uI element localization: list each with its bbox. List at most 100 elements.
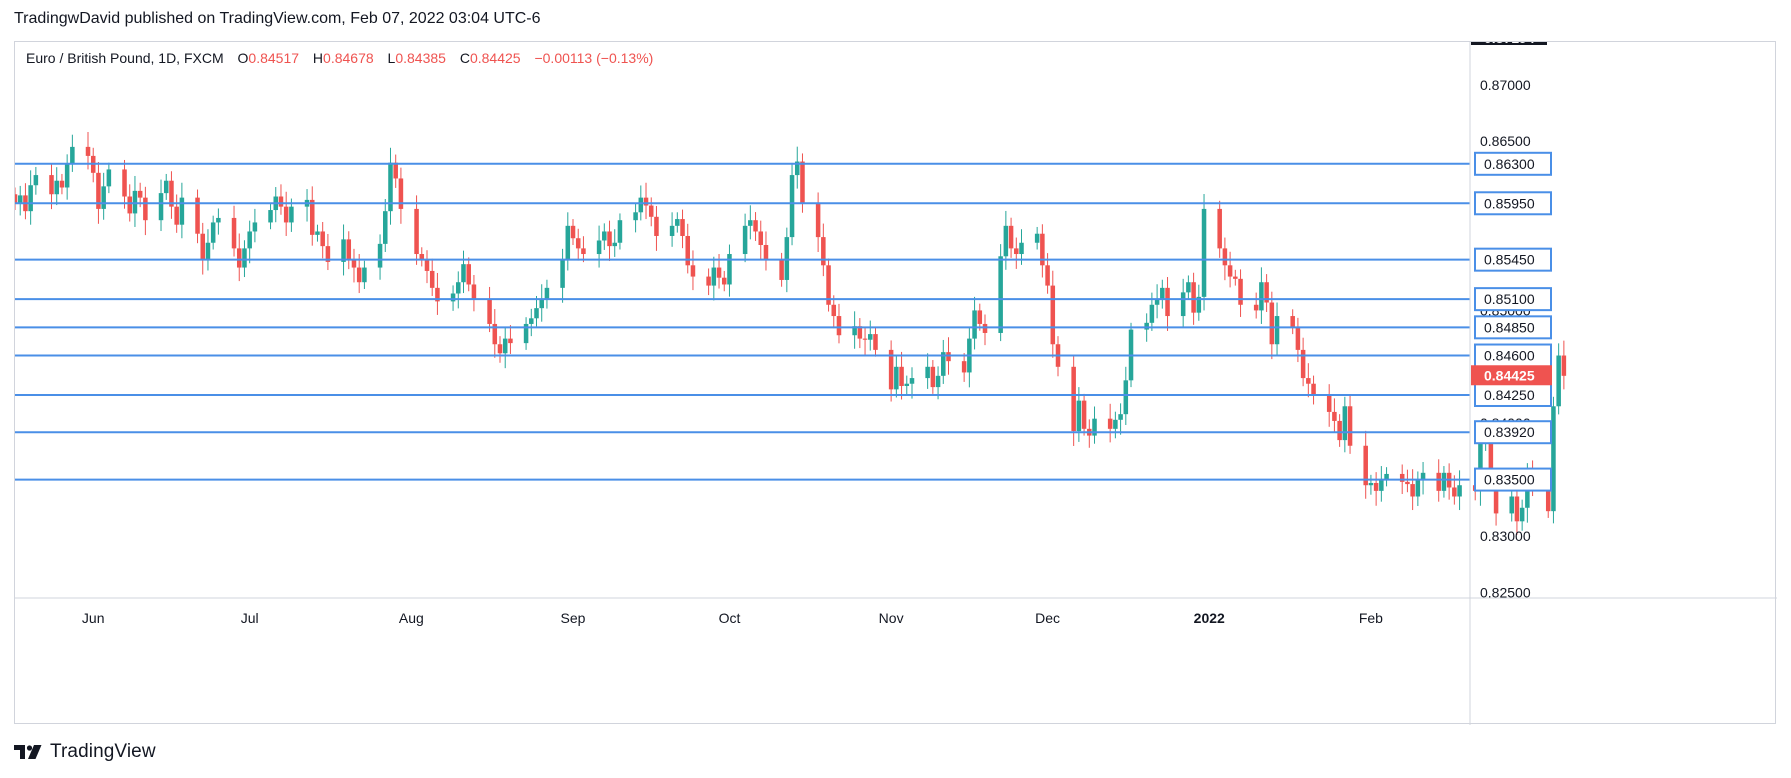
candle [1253, 292, 1259, 319]
candle [278, 184, 284, 215]
level-price-tag-label: 0.85100 [1484, 291, 1535, 307]
candle-body [1347, 406, 1353, 446]
time-axis-tick-label: 2022 [1194, 610, 1225, 626]
candle-body [972, 310, 977, 339]
candle-body [1222, 248, 1228, 266]
candle [1379, 466, 1384, 502]
candle [742, 213, 748, 263]
candle-body [1295, 327, 1301, 350]
time-axis-tick-label: Feb [1359, 610, 1383, 626]
candle-body [1045, 265, 1050, 286]
candle [1446, 463, 1452, 500]
candle-body [560, 259, 565, 288]
candle [487, 286, 492, 333]
candle [930, 360, 936, 394]
level-price-tag-box [1474, 287, 1552, 312]
time-axis-tick-label: Jun [82, 610, 105, 626]
candle [1332, 398, 1337, 432]
candle-body [1441, 472, 1447, 491]
candle-body [1003, 225, 1009, 257]
legend-close-value: 0.84425 [470, 50, 521, 66]
candle [1384, 467, 1389, 487]
candle-body [711, 267, 717, 286]
candle-body [341, 239, 346, 262]
candle-body [982, 323, 988, 333]
candle-body [1149, 304, 1155, 323]
candle-body [1452, 487, 1457, 497]
candle-body [283, 206, 289, 223]
price-tags-layer: 0.87194 0.86300 0.85950 0.85450 0.85100 0.848… [1471, 42, 1552, 492]
candle-body [1107, 418, 1113, 429]
candle-body [1227, 265, 1233, 277]
chart-panel[interactable]: 0.870000.865000.860000.855000.850000.845… [14, 41, 1777, 725]
candle-body [789, 175, 795, 238]
candle [210, 215, 216, 250]
candle-body [492, 323, 498, 345]
candle [1300, 337, 1306, 387]
candle-body [393, 162, 398, 179]
candle-body [529, 318, 534, 324]
candle-body [388, 162, 393, 212]
candle-body [132, 190, 138, 214]
candle-body [1040, 233, 1045, 266]
candle [54, 167, 59, 206]
tradingview-logo[interactable]: TradingView [14, 740, 156, 764]
top-price-tag-label: 0.87194 [1484, 42, 1535, 46]
current-price-tag-label: 0.84425 [1484, 367, 1535, 383]
candle-body [961, 361, 967, 373]
candle [388, 147, 393, 225]
candle-body [1405, 481, 1410, 485]
level-price-tag-label: 0.83920 [1484, 424, 1535, 440]
candle-body [471, 284, 477, 300]
candle [1227, 251, 1233, 288]
candle [70, 134, 75, 172]
candle [982, 314, 988, 346]
candle [1233, 269, 1238, 286]
candle-body [1217, 208, 1222, 249]
candle [195, 189, 200, 244]
current-price-tag: 0.84425 [1471, 365, 1552, 386]
candle [242, 240, 247, 278]
candle [1415, 471, 1421, 506]
candle-body [1253, 304, 1259, 311]
candles-layer [15, 131, 1567, 535]
candle [309, 186, 315, 246]
candle-body [1165, 287, 1170, 317]
candle-body [200, 233, 206, 260]
level-price-tag-box [1474, 247, 1552, 272]
candle [539, 284, 544, 322]
candle-body [1196, 296, 1202, 313]
candle [101, 172, 106, 220]
candle-body [602, 231, 607, 241]
level-price-tag-label: 0.85450 [1484, 252, 1535, 268]
candle [1259, 267, 1264, 324]
candle [1342, 396, 1348, 453]
candle [763, 231, 769, 271]
candle-body [1415, 479, 1421, 497]
top-price-tag: 0.87194 [1471, 42, 1547, 46]
candle [1196, 284, 1202, 321]
candle-body [654, 216, 659, 236]
level-price-tag-label: 0.85950 [1484, 195, 1535, 211]
candle-body [356, 267, 362, 283]
legend-high-value: 0.84678 [323, 50, 374, 66]
legend-close-label: C [460, 50, 470, 66]
candle [466, 257, 471, 292]
candle-body [1420, 472, 1426, 480]
candle [873, 327, 878, 357]
candle-body [888, 349, 894, 390]
candle [529, 308, 534, 337]
candle [826, 258, 831, 312]
candle [1238, 269, 1243, 317]
candle-body [205, 242, 211, 260]
candle [377, 234, 383, 280]
candle [429, 258, 435, 296]
level-price-tag-label: 0.84850 [1484, 319, 1535, 335]
candle [612, 229, 617, 257]
candle [96, 161, 101, 224]
candle [1420, 461, 1426, 495]
candlestick-chart[interactable]: 0.870000.865000.860000.855000.850000.845… [15, 42, 1777, 725]
time-axis[interactable]: Jun Jul Aug Sep Oct Nov Dec 2022 Feb [82, 610, 1383, 626]
candle-body [1561, 355, 1567, 376]
level-price-tag: 0.83500 [1474, 467, 1552, 492]
